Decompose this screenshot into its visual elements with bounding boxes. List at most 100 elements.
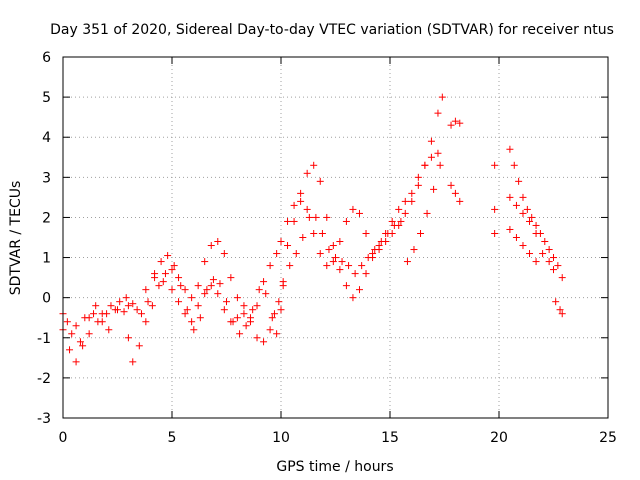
data-point [554,262,562,270]
data-point [323,262,331,270]
data-point [246,314,254,322]
data-point [316,250,324,258]
data-point [63,318,71,326]
y-tick-label: -3 [37,411,51,427]
y-tick-label: 0 [42,291,51,307]
data-point [369,250,377,258]
data-point [345,262,353,270]
data-point [512,234,520,241]
data-point [196,314,204,322]
data-point [81,314,89,322]
data-point [539,250,547,258]
data-point [116,298,124,306]
x-tick-label: 15 [381,430,399,446]
data-point [332,254,339,262]
data-point [277,238,285,246]
grid-lines [63,57,608,418]
x-tick-label: 25 [599,430,617,446]
data-point [362,270,370,278]
data-point [266,262,274,270]
data-point [427,137,435,145]
data-point [105,326,113,334]
data-point [362,229,370,237]
data-point [325,246,333,254]
data-point [303,205,311,213]
data-point [207,282,215,290]
data-point [430,185,438,193]
data-point [456,119,464,127]
data-point [94,318,102,326]
data-point [515,177,523,185]
data-point [436,161,444,169]
data-point [161,270,169,278]
data-point [421,161,429,169]
data-point [207,242,215,250]
data-point [355,209,363,217]
data-point [253,302,261,310]
data-point [168,286,176,294]
data-point [90,310,98,318]
data-point [303,169,311,177]
data-point [227,274,235,282]
data-point [284,217,292,225]
x-tick-label: 10 [272,430,290,446]
data-point [236,330,244,338]
data-point [510,161,518,169]
data-point [216,280,224,288]
data-point [279,282,287,290]
data-point [526,250,534,258]
data-point [188,294,196,302]
data-point [550,266,557,274]
data-point [491,229,499,237]
data-point [556,306,564,314]
data-point [377,238,385,246]
chart-title: Day 351 of 2020, Sidereal Day-to-day VTE… [50,22,614,38]
data-point [273,330,281,338]
data-point [85,330,93,338]
data-point [338,258,346,266]
data-point [201,258,209,266]
data-point [72,322,80,330]
data-point [519,209,527,217]
data-point [270,310,278,318]
data-point [427,153,435,161]
data-point [506,145,514,153]
data-point [144,298,152,306]
data-point [66,346,74,354]
data-point [190,326,198,334]
data-point [342,282,350,290]
data-point [98,310,106,318]
data-point [434,149,442,157]
data-point [273,250,281,258]
data-point [506,193,514,201]
data-point [408,197,416,205]
data-point [253,334,261,342]
data-point [336,238,344,246]
y-tick-labels: -3 -2 -1 0 1 2 3 4 5 6 [37,50,51,427]
data-point [201,290,209,298]
data-point [390,221,398,229]
data-point [203,286,211,294]
data-point [240,310,248,318]
data-point [120,308,128,316]
data-point [68,330,76,338]
data-point [129,358,137,366]
data-point [447,181,455,189]
data-point [329,258,337,266]
x-axis-label: GPS time / hours [276,459,393,475]
data-point [491,205,499,213]
data-point [358,262,366,270]
data-point [371,246,379,254]
data-point [290,201,298,209]
data-point [92,302,100,310]
data-point [275,298,283,306]
y-tick-label: 2 [42,210,51,226]
y-tick-label: 1 [42,251,51,267]
data-point [541,238,549,246]
data-point [233,314,241,322]
data-point [438,93,446,101]
data-point [305,213,313,221]
y-tick-label: -2 [37,371,51,387]
data-point [395,205,403,213]
